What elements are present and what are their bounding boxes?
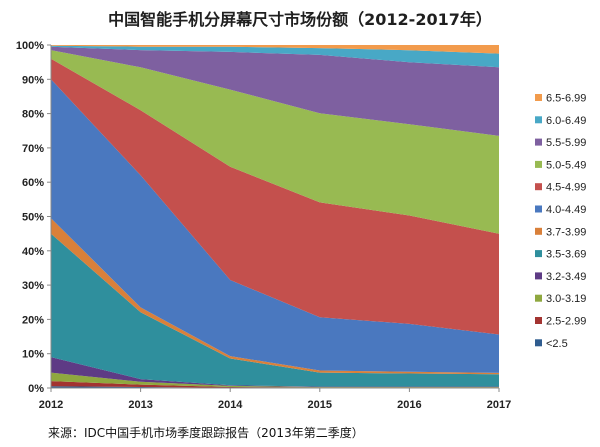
legend-swatch — [535, 339, 542, 347]
y-tick-label: 0% — [28, 383, 44, 395]
area-series-6 — [51, 79, 499, 373]
x-tick-label: 2015 — [308, 399, 332, 411]
legend-label: 3.5-3.69 — [546, 249, 586, 261]
legend-label: 5.5-5.99 — [546, 137, 586, 149]
legend-swatch — [535, 138, 542, 146]
legend-label: 3.7-3.99 — [546, 226, 586, 238]
y-tick-label: 30% — [22, 280, 44, 292]
legend: 6.5-6.99 6.0-6.49 5.5-5.99 5.0-5.49 4.5-4.99… — [535, 93, 586, 350]
y-tick-label: 100% — [16, 40, 44, 52]
axes: 0% 10% 20% 30% 40% 50% 60% 70% 80% 90% 100% 2012 201… — [16, 40, 511, 411]
legend-label: 6.5-6.99 — [546, 93, 586, 105]
legend-swatch — [535, 317, 542, 324]
area-series-9 — [51, 46, 499, 136]
legend-swatch — [535, 94, 542, 101]
legend-label: 4.5-4.99 — [546, 182, 586, 194]
legend-swatch — [535, 116, 542, 124]
legend-label: 6.0-6.49 — [546, 115, 586, 127]
y-tick-label: 80% — [22, 109, 44, 121]
area-series-10 — [51, 45, 499, 68]
source-note: 来源：IDC中国手机市场季度跟踪报告（2013年第二季度） — [48, 426, 364, 440]
area-series-1 — [51, 381, 499, 388]
legend-label: 3.2-3.49 — [546, 271, 586, 283]
legend-swatch — [535, 250, 542, 258]
area-series-11 — [51, 45, 499, 54]
legend-swatch — [535, 183, 542, 191]
x-tick-label: 2012 — [39, 399, 63, 411]
legend-swatch — [535, 227, 542, 235]
area-series-8 — [51, 50, 499, 234]
chart-title: 中国智能手机分屏幕尺寸市场份额（2012-2017年） — [108, 10, 492, 29]
legend-swatch — [535, 160, 542, 168]
legend-swatch — [535, 272, 542, 280]
x-tick-label: 2016 — [397, 399, 421, 411]
y-tick-label: 40% — [22, 246, 44, 258]
legend-label: 5.0-5.49 — [546, 159, 586, 171]
legend-label: 3.0-3.19 — [546, 293, 586, 305]
area-series-2 — [51, 372, 499, 388]
area-layers — [51, 45, 499, 388]
x-tick-label: 2013 — [128, 399, 152, 411]
y-tick-label: 70% — [22, 143, 44, 155]
x-tick-label: 2014 — [218, 399, 243, 411]
legend-label: <2.5 — [546, 338, 568, 350]
legend-label: 2.5-2.99 — [546, 316, 586, 328]
area-series-4 — [51, 233, 499, 387]
legend-label: 4.0-4.49 — [546, 204, 586, 216]
legend-swatch — [535, 294, 542, 302]
y-tick-label: 10% — [22, 349, 44, 361]
y-tick-label: 90% — [22, 74, 44, 86]
x-tick-label: 2017 — [487, 399, 511, 411]
y-tick-label: 50% — [22, 212, 44, 224]
y-tick-label: 60% — [22, 177, 44, 189]
area-series-7 — [51, 58, 499, 335]
legend-swatch — [535, 205, 542, 213]
y-tick-label: 20% — [22, 314, 44, 326]
